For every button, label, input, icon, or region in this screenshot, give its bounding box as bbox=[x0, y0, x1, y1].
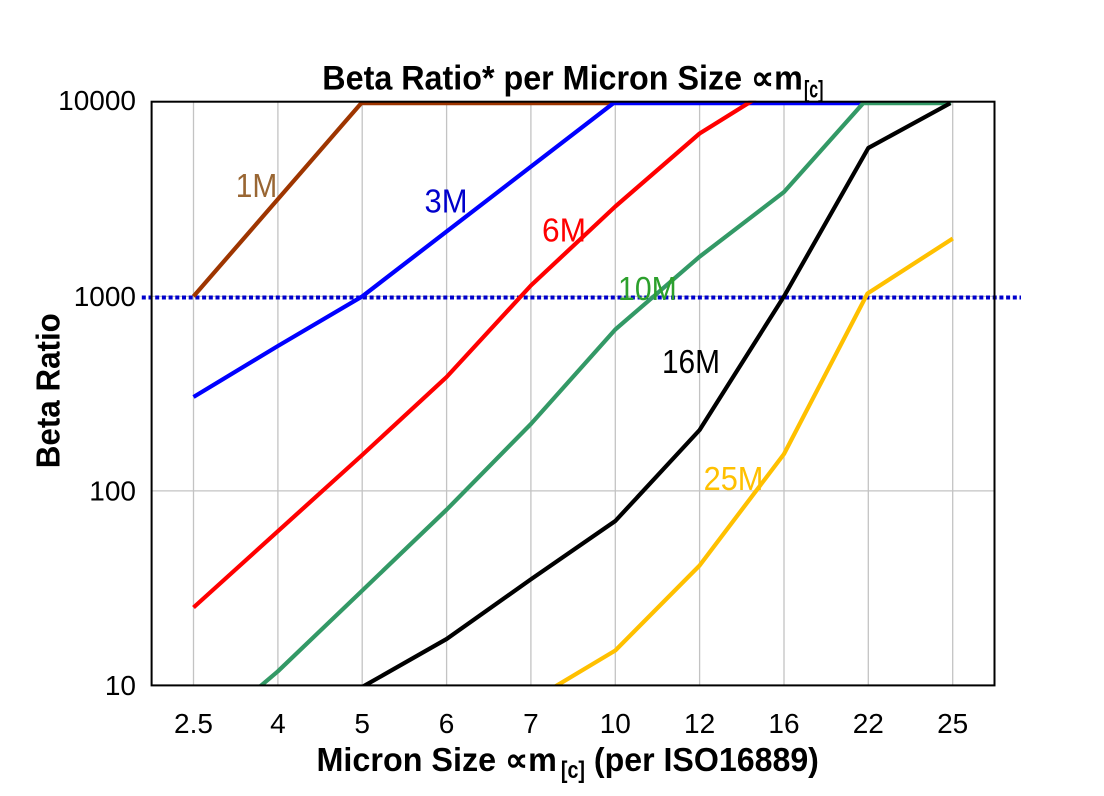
svg-text:Beta Ratio: Beta Ratio bbox=[29, 313, 66, 468]
svg-text:1000: 1000 bbox=[74, 281, 136, 312]
svg-text:3M: 3M bbox=[425, 182, 468, 219]
svg-text:[c]: [c] bbox=[804, 76, 824, 103]
svg-text:Micron Size ∝m: Micron Size ∝m bbox=[317, 741, 557, 778]
svg-text:100: 100 bbox=[89, 476, 136, 507]
svg-text:16: 16 bbox=[768, 708, 799, 739]
svg-text:25M: 25M bbox=[704, 460, 764, 497]
svg-text:10: 10 bbox=[105, 670, 136, 701]
svg-text:2.5: 2.5 bbox=[174, 708, 213, 739]
svg-text:16M: 16M bbox=[662, 343, 720, 380]
svg-text:5: 5 bbox=[354, 708, 370, 739]
svg-text:22: 22 bbox=[853, 708, 884, 739]
svg-text:6M: 6M bbox=[542, 212, 586, 249]
svg-text:6: 6 bbox=[439, 708, 455, 739]
svg-text:10: 10 bbox=[600, 708, 631, 739]
svg-text:10M: 10M bbox=[618, 270, 677, 307]
svg-text:[c]: [c] bbox=[561, 757, 585, 784]
svg-text:1M: 1M bbox=[236, 167, 278, 204]
svg-text:10000: 10000 bbox=[58, 85, 136, 116]
svg-text:12: 12 bbox=[684, 708, 715, 739]
svg-text:(per ISO16889): (per ISO16889) bbox=[594, 741, 819, 778]
svg-text:Beta Ratio* per Micron Size ∝m: Beta Ratio* per Micron Size ∝m bbox=[322, 60, 803, 98]
svg-text:7: 7 bbox=[523, 708, 539, 739]
svg-text:4: 4 bbox=[270, 708, 286, 739]
svg-text:25: 25 bbox=[937, 708, 968, 739]
